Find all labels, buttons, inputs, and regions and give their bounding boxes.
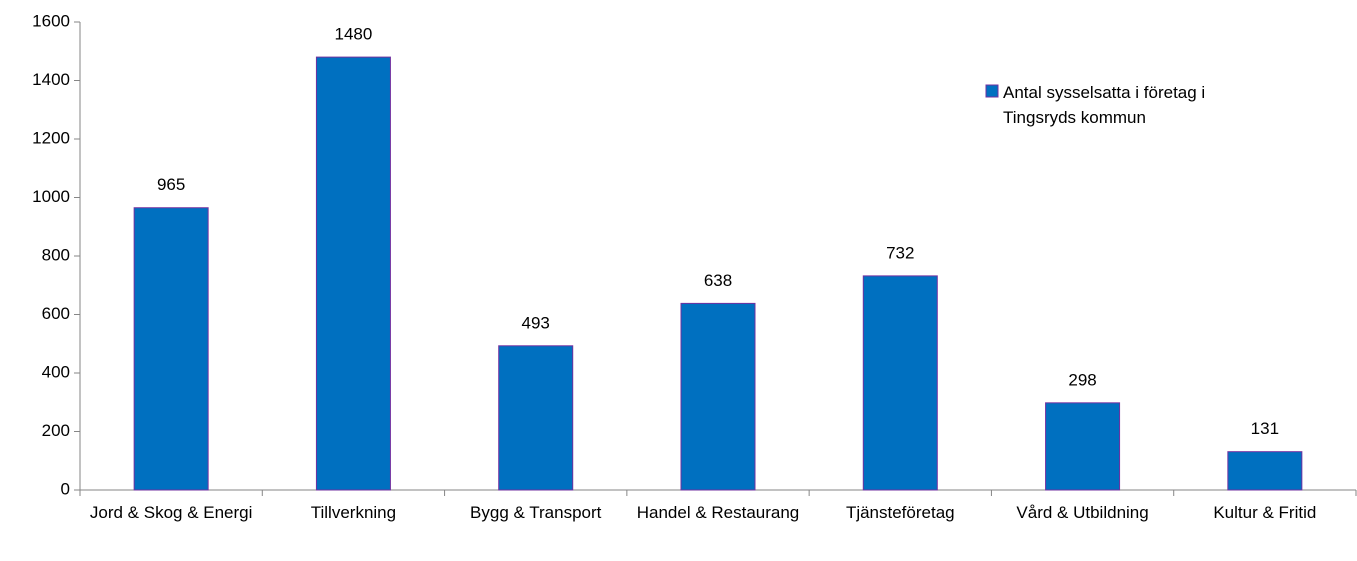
y-tick-label: 200 [42, 421, 70, 440]
bar [1045, 402, 1121, 491]
legend-label: Antal sysselsatta i företag i Tingsryds … [1003, 83, 1206, 127]
data-label: 1480 [335, 25, 373, 44]
data-label: 732 [886, 243, 914, 262]
x-tick-label: Tillverkning [310, 503, 397, 522]
legend-swatch [985, 84, 999, 98]
x-tick-label: Kultur & Fritid [1213, 503, 1317, 522]
y-tick-label: 1200 [32, 128, 70, 147]
y-tick-label: 0 [61, 479, 70, 498]
x-tick-label: Bygg & Transport [470, 503, 602, 522]
y-tick-label: 800 [42, 245, 70, 264]
data-label: 493 [522, 313, 550, 332]
x-tick-label: Tjänsteföretag [845, 503, 955, 522]
data-label: 298 [1068, 370, 1096, 389]
x-tick-label: Jord & Skog & Energi [89, 503, 253, 522]
y-tick-label: 400 [42, 362, 70, 381]
bar [315, 56, 391, 491]
data-label: 965 [157, 175, 185, 194]
data-label: 638 [704, 271, 732, 290]
x-tick-label: Vård & Utbildning [1016, 503, 1149, 522]
x-tick-label: Handel & Restaurang [636, 503, 800, 522]
bar [680, 302, 756, 491]
data-label: 131 [1251, 419, 1279, 438]
bar [133, 207, 209, 491]
y-tick-label: 1600 [32, 11, 70, 30]
bar [1227, 451, 1303, 491]
y-tick-label: 1000 [32, 187, 70, 206]
y-tick-label: 1400 [32, 70, 70, 89]
y-tick-label: 600 [42, 304, 70, 323]
bar [862, 275, 938, 491]
bar [498, 345, 574, 491]
